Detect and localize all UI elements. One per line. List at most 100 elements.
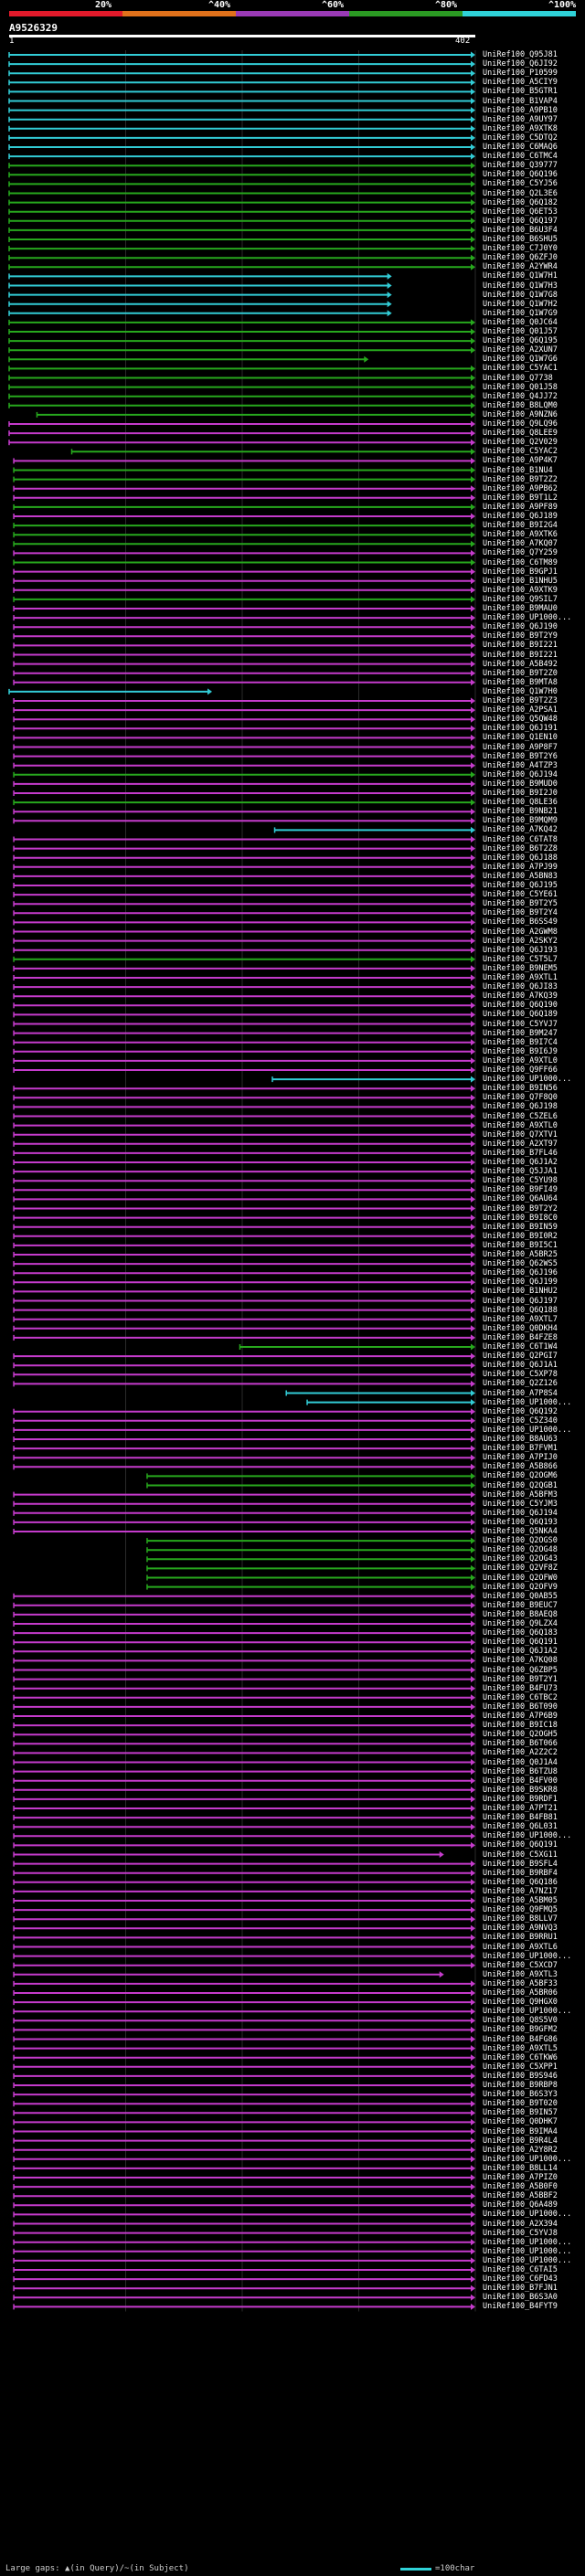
hit-label[interactable]: UniRef100_B9IMA4: [483, 2126, 558, 2136]
hit-label[interactable]: UniRef100_Q6J194: [483, 769, 558, 779]
hit-label[interactable]: UniRef100_A9XTK8: [483, 123, 558, 133]
hit-label[interactable]: UniRef100_B9GPJ1: [483, 567, 558, 577]
hit-label[interactable]: UniRef100_Q6J191: [483, 724, 558, 734]
hit-label[interactable]: UniRef100_C6TMC4: [483, 152, 558, 162]
hit-label[interactable]: UniRef100_Q6Q190: [483, 1001, 558, 1011]
hit-label[interactable]: UniRef100_B9I2J0: [483, 789, 558, 798]
hit-label[interactable]: UniRef100_Q6J194: [483, 1508, 558, 1518]
hit-label[interactable]: UniRef100_A9XTL3: [483, 1969, 558, 1979]
hit-label[interactable]: UniRef100_B4FG86: [483, 2034, 558, 2044]
hit-label[interactable]: UniRef100_B9SFL4: [483, 1859, 558, 1869]
hit-label[interactable]: UniRef100_B9RDF1: [483, 1794, 558, 1804]
hit-label[interactable]: UniRef100_B9T2Y1: [483, 1674, 558, 1684]
hit-label[interactable]: UniRef100_B6S3Y3: [483, 2090, 558, 2100]
hit-label[interactable]: UniRef100_Q2VF8Z: [483, 1564, 558, 1574]
hit-label[interactable]: UniRef100_A5BR06: [483, 1988, 558, 1998]
hit-label[interactable]: UniRef100_Q01J57: [483, 327, 558, 336]
hit-label[interactable]: UniRef100_B1NHU5: [483, 576, 558, 586]
hit-label[interactable]: UniRef100_B9T2Y6: [483, 751, 558, 761]
hit-label[interactable]: UniRef100_Q6Q192: [483, 1406, 558, 1416]
hit-label[interactable]: UniRef100_A2SKY2: [483, 936, 558, 946]
hit-label[interactable]: UniRef100_Q4JJ72: [483, 391, 558, 401]
hit-label[interactable]: UniRef100_Q9FF66: [483, 1065, 558, 1075]
hit-label[interactable]: UniRef100_Q0DKH4: [483, 1323, 558, 1333]
hit-label[interactable]: UniRef100_Q2OGS0: [483, 1536, 558, 1546]
hit-label[interactable]: UniRef100_B9IC18: [483, 1721, 558, 1731]
hit-label[interactable]: UniRef100_B4FV00: [483, 1776, 558, 1786]
hit-label[interactable]: UniRef100_A5CIY9: [483, 78, 558, 88]
hit-label[interactable]: UniRef100_Q1W7G8: [483, 290, 558, 300]
hit-label[interactable]: UniRef100_Q6JI92: [483, 59, 558, 69]
hit-label[interactable]: UniRef100_Q6Q183: [483, 1628, 558, 1638]
hit-label[interactable]: UniRef100_B9RBF4: [483, 1868, 558, 1878]
hit-label[interactable]: UniRef100_Q2OG48: [483, 1545, 558, 1555]
hit-label[interactable]: UniRef100_C5XP78: [483, 1370, 558, 1380]
hit-label[interactable]: UniRef100_C5Z340: [483, 1415, 558, 1426]
hit-label[interactable]: UniRef100_B9I7C4: [483, 1037, 558, 1047]
hit-label[interactable]: UniRef100_B9RBP8: [483, 2081, 558, 2090]
hit-label[interactable]: UniRef100_C5YU98: [483, 1176, 558, 1186]
hit-label[interactable]: UniRef100_Q6J199: [483, 1277, 558, 1288]
hit-label[interactable]: UniRef100_Q6ET53: [483, 207, 558, 217]
hit-label[interactable]: UniRef100_A2GWM8: [483, 927, 558, 937]
hit-label[interactable]: UniRef100_Q6J196: [483, 1268, 558, 1278]
hit-label[interactable]: UniRef100_Q6ZBP5: [483, 1665, 558, 1675]
hit-label[interactable]: UniRef100_A2PSA1: [483, 705, 558, 716]
hit-label[interactable]: UniRef100_B9I5C1: [483, 1240, 558, 1250]
hit-label[interactable]: UniRef100_Q62WS5: [483, 1259, 558, 1269]
hit-label[interactable]: UniRef100_B7FL46: [483, 1148, 558, 1158]
hit-label[interactable]: UniRef100_B9EUC7: [483, 1600, 558, 1610]
hit-label[interactable]: UniRef100_A2XT97: [483, 1139, 558, 1149]
hit-label[interactable]: UniRef100_C6TKW6: [483, 2052, 558, 2062]
hit-label[interactable]: UniRef100_C5XCD7: [483, 1960, 558, 1970]
hit-label[interactable]: UniRef100_B9NB21: [483, 807, 558, 817]
hit-label[interactable]: UniRef100_Q2PGI7: [483, 1352, 558, 1362]
hit-label[interactable]: UniRef100_A9XTL6: [483, 1942, 558, 1952]
hit-label[interactable]: UniRef100_B8AEQ8: [483, 1609, 558, 1619]
hit-label[interactable]: UniRef100_B1NHU2: [483, 1287, 558, 1297]
hit-label[interactable]: UniRef100_A5B866: [483, 1462, 558, 1472]
hit-label[interactable]: UniRef100_UP1000...: [483, 1951, 572, 1961]
hit-label[interactable]: UniRef100_A5BF33: [483, 1978, 558, 1988]
hit-label[interactable]: UniRef100_UP1000...: [483, 1831, 572, 1841]
hit-label[interactable]: UniRef100_Q95J81: [483, 50, 558, 59]
hit-label[interactable]: UniRef100_A5BFM3: [483, 1489, 558, 1500]
hit-label[interactable]: UniRef100_Q6J197: [483, 1296, 558, 1306]
hit-label[interactable]: UniRef100_B7FVM1: [483, 1444, 558, 1454]
hit-label[interactable]: UniRef100_C5YJ56: [483, 179, 558, 189]
hit-label[interactable]: UniRef100_Q2Z126: [483, 1379, 558, 1389]
hit-label[interactable]: UniRef100_B9I2G4: [483, 521, 558, 531]
hit-label[interactable]: UniRef100_A9XTL0: [483, 1120, 558, 1130]
hit-label[interactable]: UniRef100_C5YJM3: [483, 1499, 558, 1509]
hit-label[interactable]: UniRef100_A9NZN6: [483, 409, 558, 419]
hit-label[interactable]: UniRef100_A2YWR4: [483, 262, 558, 272]
hit-label[interactable]: UniRef100_Q6Q188: [483, 1305, 558, 1315]
hit-label[interactable]: UniRef100_Q1W7G9: [483, 308, 558, 318]
hit-label[interactable]: UniRef100_A9XTL1: [483, 973, 558, 982]
hit-label[interactable]: UniRef100_UP1000...: [483, 1075, 572, 1085]
hit-label[interactable]: UniRef100_B4FU73: [483, 1683, 558, 1693]
hit-label[interactable]: UniRef100_Q6J198: [483, 1102, 558, 1112]
hit-label[interactable]: UniRef100_A2XUN7: [483, 345, 558, 355]
hit-label[interactable]: UniRef100_Q1EN10: [483, 733, 558, 743]
hit-label[interactable]: UniRef100_A5BR25: [483, 1250, 558, 1259]
hit-label[interactable]: UniRef100_Q6Q196: [483, 170, 558, 180]
hit-label[interactable]: UniRef100_Q6J1A1: [483, 1361, 558, 1371]
hit-label[interactable]: UniRef100_B4FB81: [483, 1813, 558, 1823]
hit-label[interactable]: UniRef100_Q7F8Q0: [483, 1093, 558, 1103]
hit-label[interactable]: UniRef100_B9MQM9: [483, 816, 558, 826]
hit-label[interactable]: UniRef100_UP1000...: [483, 1397, 572, 1407]
hit-label[interactable]: UniRef100_Q1W7G6: [483, 355, 558, 365]
hit-label[interactable]: UniRef100_Q6ZFJ0: [483, 253, 558, 263]
hit-label[interactable]: UniRef100_C5YAC2: [483, 447, 558, 457]
hit-label[interactable]: UniRef100_Q0DHK7: [483, 2117, 558, 2127]
hit-label[interactable]: UniRef100_A9PF89: [483, 502, 558, 512]
hit-label[interactable]: UniRef100_Q6A489: [483, 2200, 558, 2210]
hit-label[interactable]: UniRef100_A9UY97: [483, 114, 558, 124]
hit-label[interactable]: UniRef100_B9S946: [483, 2071, 558, 2081]
hit-label[interactable]: UniRef100_A7P6B9: [483, 1712, 558, 1721]
hit-label[interactable]: UniRef100_A5B492: [483, 659, 558, 669]
hit-label[interactable]: UniRef100_UP1000...: [483, 2007, 572, 2017]
hit-label[interactable]: UniRef100_B9M247: [483, 1028, 558, 1038]
hit-label[interactable]: UniRef100_B9IN59: [483, 1222, 558, 1232]
